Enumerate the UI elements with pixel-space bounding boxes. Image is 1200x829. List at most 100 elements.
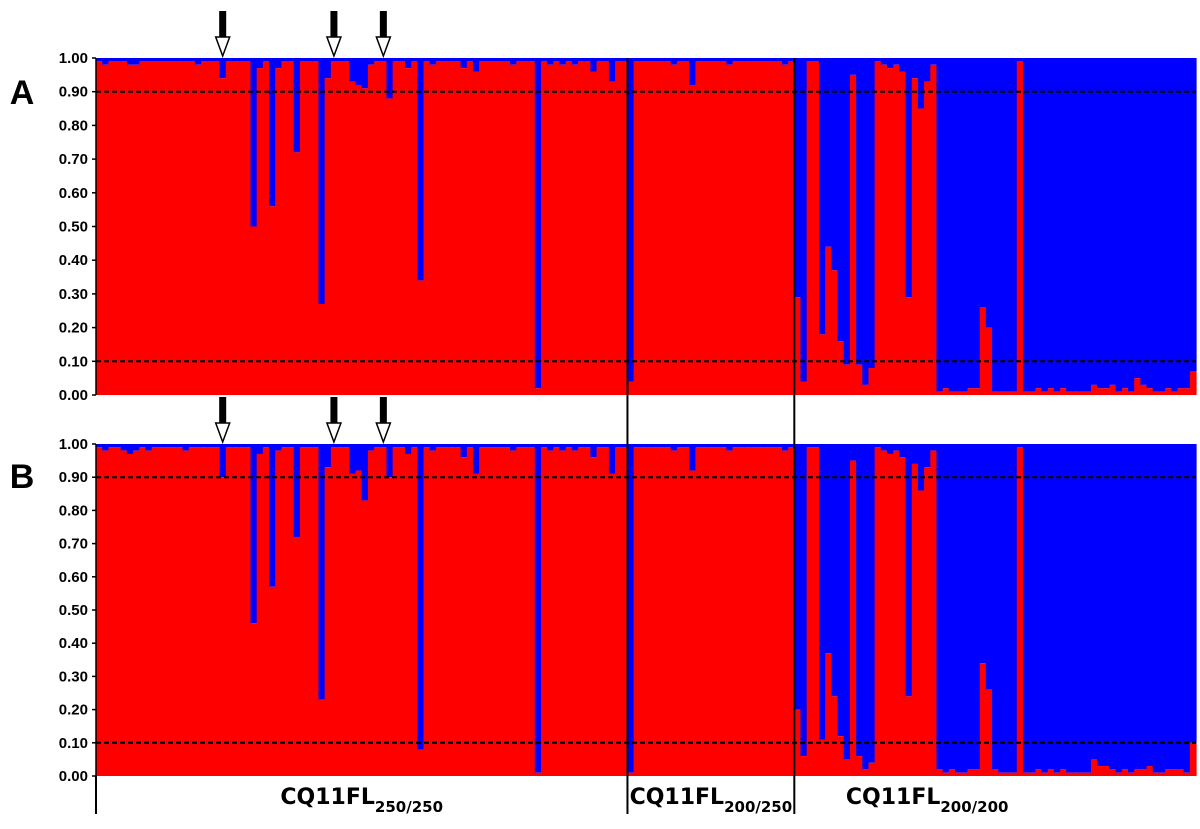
bar-blue-segment — [775, 444, 783, 448]
bar-red-segment — [231, 447, 239, 776]
bar-red-segment — [905, 297, 913, 395]
bar-red-segment — [349, 81, 357, 395]
bar-blue-segment — [516, 444, 523, 448]
bar-blue-segment — [1035, 444, 1043, 770]
bar-blue-segment — [924, 58, 931, 82]
bar-red-segment — [720, 61, 727, 396]
bar-blue-segment — [1146, 58, 1154, 389]
bar-blue-segment — [1165, 444, 1172, 770]
bar-red-segment — [720, 447, 727, 776]
bar-blue-segment — [1072, 444, 1080, 773]
bar-red-segment — [911, 78, 919, 395]
bar-blue-segment — [732, 58, 740, 62]
bar-blue-segment — [1029, 444, 1036, 773]
bar-blue-segment — [1047, 58, 1055, 389]
bar-blue-segment — [961, 444, 968, 773]
bar-blue-segment — [1134, 58, 1141, 379]
bar-blue-segment — [355, 58, 363, 85]
bar-blue-segment — [1189, 58, 1197, 372]
bar-red-segment — [170, 61, 177, 396]
bar-blue-segment — [806, 58, 814, 62]
bar-red-segment — [1109, 384, 1117, 395]
bar-blue-segment — [1090, 58, 1098, 385]
bar-red-segment — [355, 470, 363, 776]
bar-red-segment — [176, 61, 184, 396]
bar-blue-segment — [602, 58, 610, 62]
bar-red-segment — [157, 447, 165, 776]
bar-red-segment — [120, 450, 128, 776]
bar-red-segment — [621, 447, 629, 776]
bar-red-segment — [361, 500, 369, 776]
bar-blue-segment — [676, 444, 684, 448]
bar-red-segment — [435, 447, 443, 776]
bar-red-segment — [559, 64, 567, 396]
bar-red-segment — [689, 84, 697, 396]
bar-red-segment — [899, 71, 907, 395]
bar-red-segment — [652, 447, 659, 776]
arrow-shaft — [219, 11, 227, 37]
bar-blue-segment — [503, 444, 511, 448]
bar-red-segment — [126, 64, 134, 396]
bar-red-segment — [973, 769, 981, 776]
bar-blue-segment — [1109, 444, 1117, 770]
bar-red-segment — [139, 61, 147, 396]
y-tick-label: 0.00 — [59, 768, 88, 785]
arrow-head — [214, 36, 231, 59]
bar-red-segment — [108, 61, 116, 396]
bar-red-segment — [281, 61, 289, 396]
bar-red-segment — [540, 61, 548, 396]
bar-red-segment — [707, 447, 715, 776]
bar-red-segment — [992, 391, 999, 395]
bar-red-segment — [608, 81, 616, 395]
bar-red-segment — [1010, 391, 1018, 395]
bar-blue-segment — [207, 444, 215, 448]
bar-red-segment — [466, 61, 474, 396]
bar-red-segment — [590, 71, 598, 395]
bar-red-segment — [491, 447, 499, 776]
bar-blue-segment — [540, 58, 548, 62]
bar-blue-segment — [701, 58, 709, 62]
bar-blue-segment — [312, 444, 320, 448]
bar-red-segment — [151, 447, 159, 776]
bar-blue-segment — [213, 444, 221, 448]
bar-blue-segment — [417, 58, 425, 281]
bar-blue-segment — [293, 58, 301, 153]
bar-red-segment — [646, 447, 653, 776]
bar-red-segment — [596, 447, 604, 776]
group-labels-layer: CQ11FL250/250 CQ11FL200/250 CQ11FL200/200 — [280, 785, 1008, 816]
bar-blue-segment — [472, 444, 480, 474]
arrow-icon — [325, 11, 342, 59]
bar-blue-segment — [1183, 58, 1191, 389]
bar-red-segment — [578, 61, 585, 396]
bar-blue-segment — [312, 58, 320, 62]
bar-red-segment — [96, 61, 103, 396]
bar-blue-segment — [652, 444, 659, 448]
bar-blue-segment — [479, 58, 486, 62]
bar-red-segment — [658, 447, 666, 776]
bar-blue-segment — [874, 58, 882, 62]
bar-red-segment — [429, 64, 437, 396]
bar-red-segment — [565, 61, 573, 396]
bar-blue-segment — [837, 58, 845, 342]
bar-blue-segment — [262, 444, 270, 448]
bar-blue-segment — [386, 444, 394, 478]
bar-blue-segment — [102, 444, 109, 451]
bar-red-segment — [442, 447, 449, 776]
bar-blue-segment — [967, 444, 975, 770]
bar-blue-segment — [194, 58, 202, 65]
bar-red-segment — [954, 391, 962, 395]
bar-red-segment — [417, 749, 425, 776]
bar-blue-segment — [287, 444, 295, 448]
bar-red-segment — [225, 61, 233, 396]
bar-red-segment — [269, 586, 276, 776]
bar-blue-segment — [781, 58, 789, 65]
bar-blue-segment — [540, 444, 548, 448]
bar-red-segment — [1183, 772, 1191, 776]
bar-blue-segment — [417, 444, 425, 750]
bar-red-segment — [367, 450, 375, 776]
bar-red-segment — [1115, 391, 1123, 395]
bar-blue-segment — [751, 58, 758, 62]
arrow-icon — [325, 397, 342, 445]
bar-red-segment — [1047, 388, 1055, 395]
bar-red-segment — [219, 78, 227, 395]
